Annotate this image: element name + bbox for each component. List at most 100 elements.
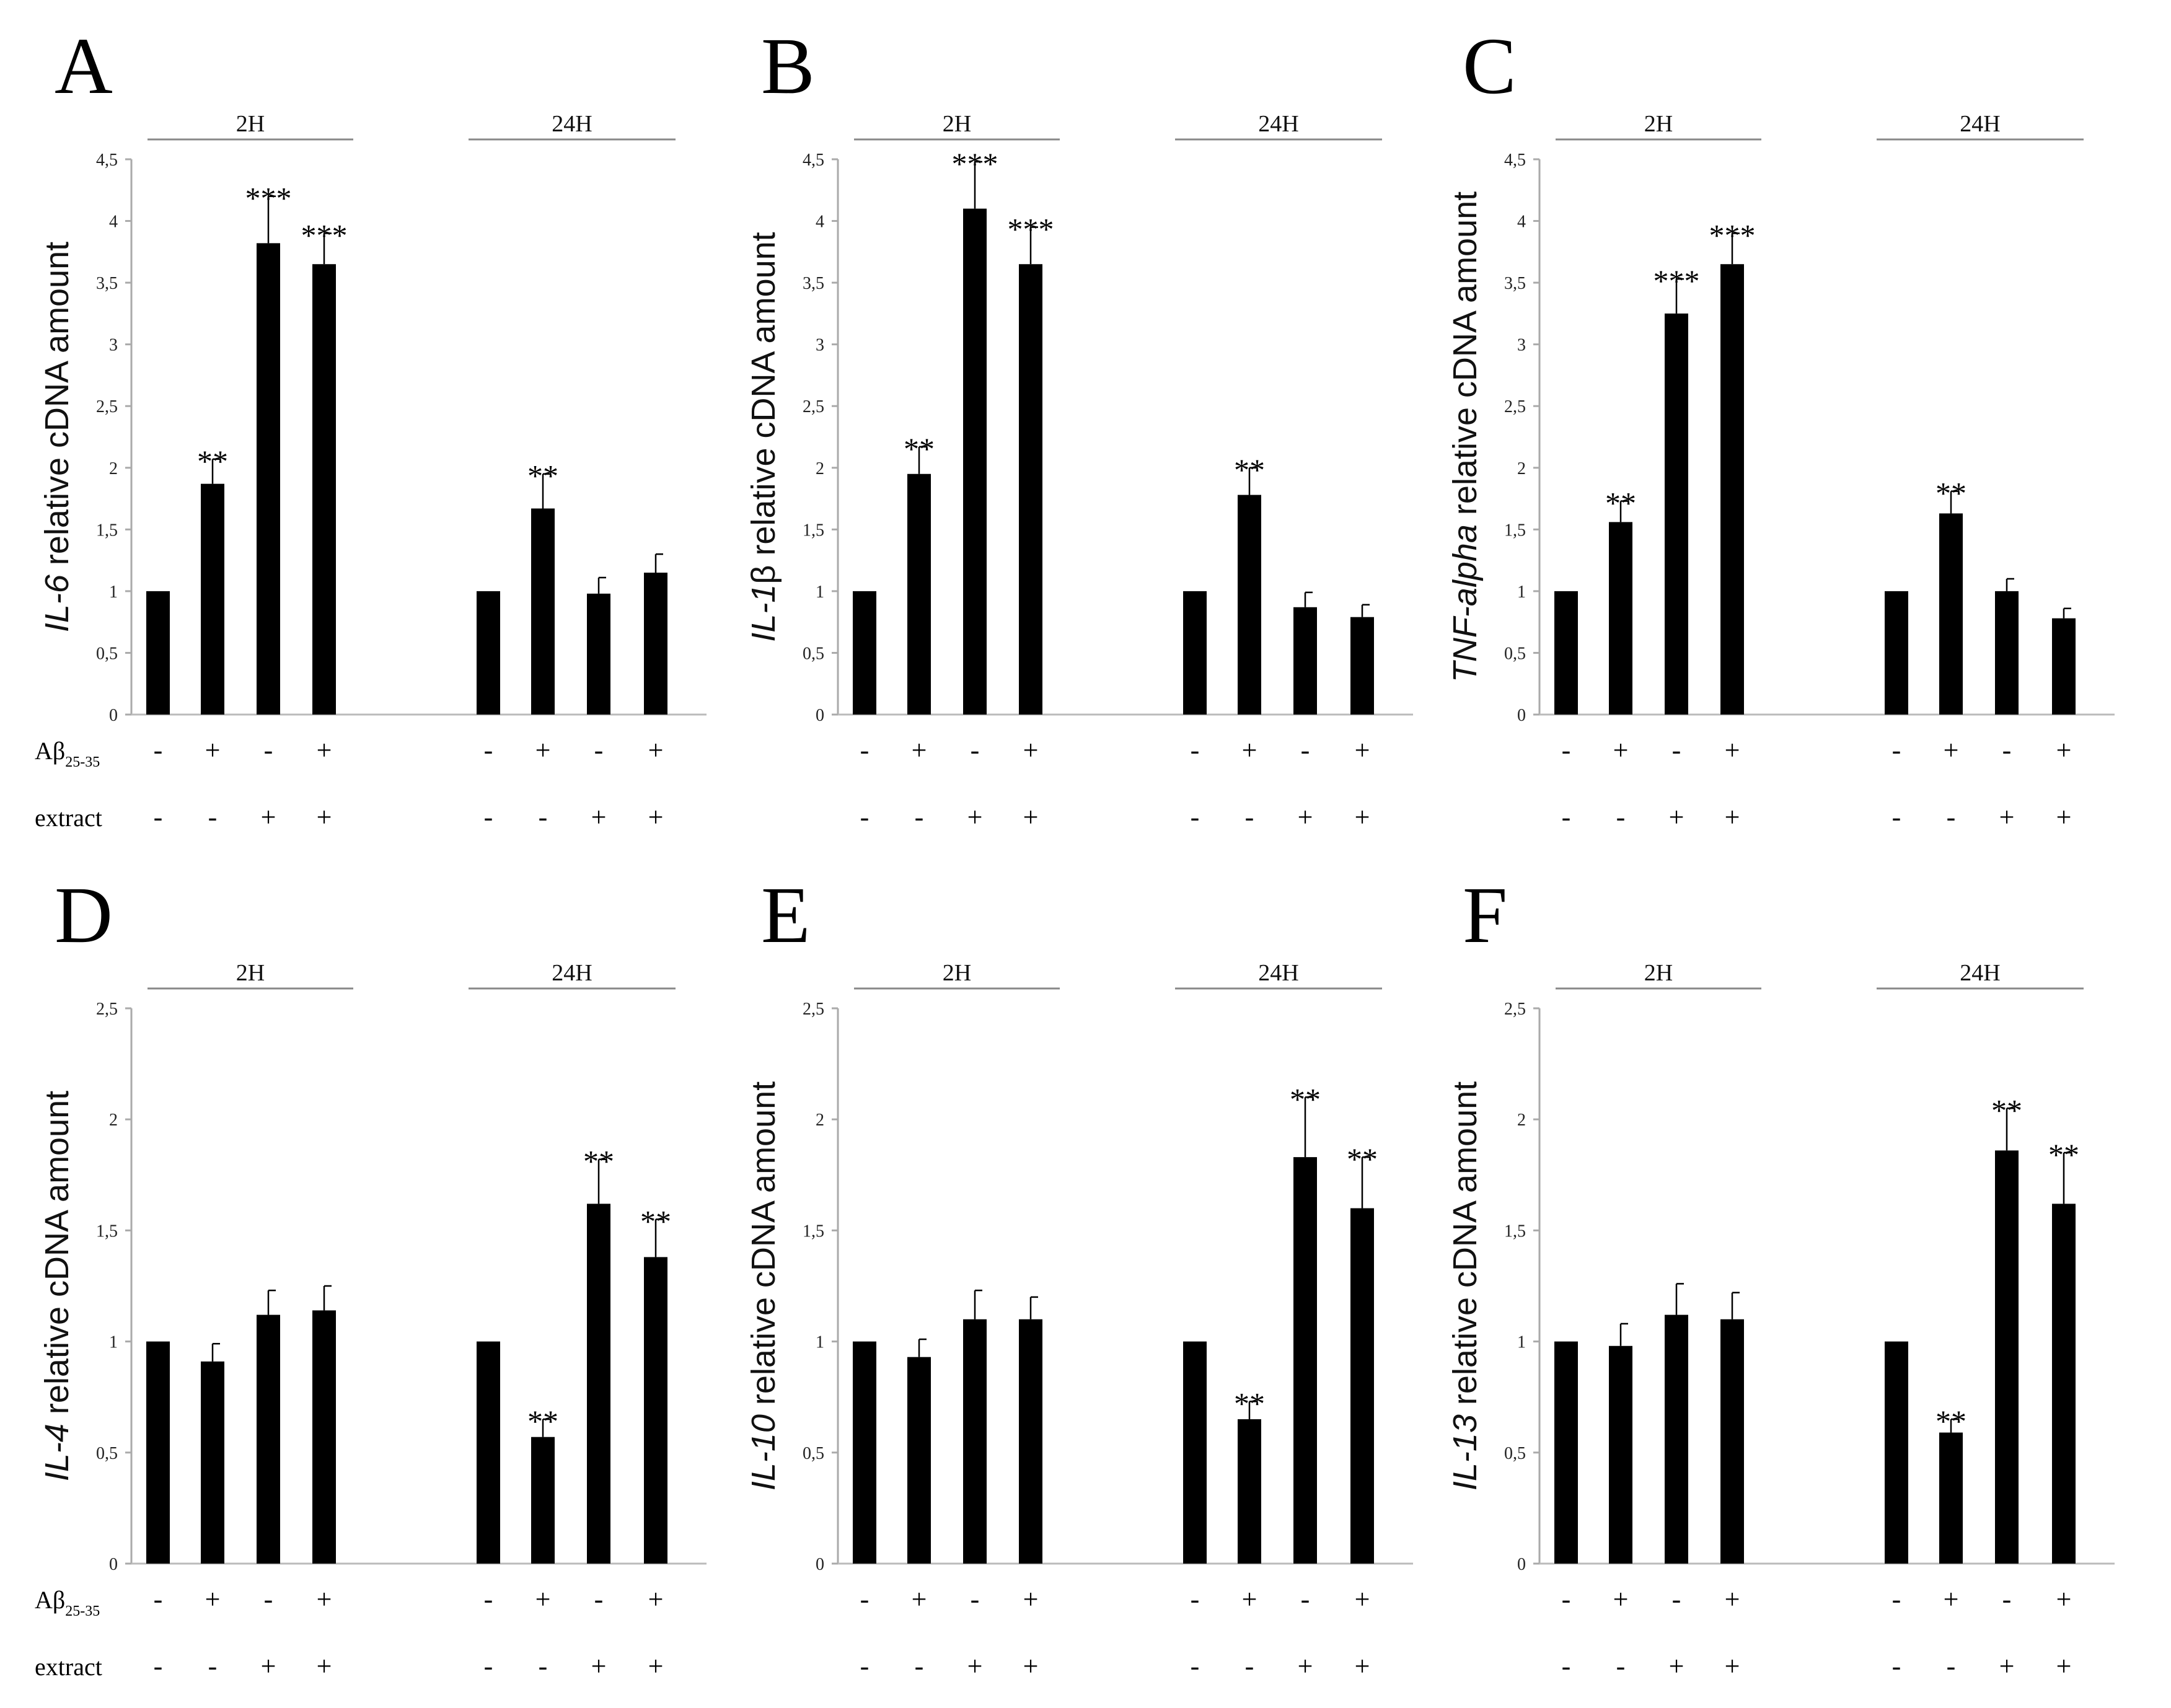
bar [2052,1204,2076,1564]
group-label: 2H [236,111,265,137]
gene-name: IL-6 [38,574,76,632]
bar [853,1341,876,1564]
y-tick-label: 0 [1517,1555,1526,1574]
y-tick-label: 4,5 [803,151,824,170]
bar [1609,522,1632,715]
abeta-sign: + [1242,735,1257,765]
abeta-sign: + [317,735,332,765]
extract-sign: - [915,1651,924,1681]
extract-sign: - [208,802,218,832]
abeta-sign: + [2056,735,2072,765]
gene-name: IL-13 [1447,1414,1484,1490]
extract-sign: + [1298,802,1313,832]
bar [1350,617,1374,715]
y-tick-label: 4 [1517,213,1526,232]
bar [146,591,170,715]
panel-e: E 2H 24H 0 0,5 1 1,5 2 2,5 IL-10 relative cDNA am… [745,871,1413,1681]
y-axis-label: IL-13 relative cDNA amount [1447,1081,1484,1490]
y-tick-label: 0,5 [1504,1444,1526,1463]
y-axis-label: IL-4 relative cDNA amount [38,1091,76,1481]
extract-sign: + [317,802,332,832]
y-tick-label: 3,5 [1504,274,1526,293]
abeta-subscript: 25-35 [65,1603,100,1619]
abeta-sign: - [484,1584,493,1614]
bar [1238,495,1261,715]
bar [201,483,224,715]
y-tick-label: 0 [1517,706,1526,725]
group-label: 24H [1258,111,1298,137]
bar [1019,1319,1042,1564]
bar [907,1357,931,1564]
abeta-sign: + [1944,1584,1959,1614]
gene-name: IL-1 [745,584,782,642]
y-tick-label: 2 [816,1111,824,1130]
abeta-sign: + [1613,1584,1629,1614]
abeta-sign: + [912,735,927,765]
extract-sign: - [1892,802,1901,832]
bar [477,591,500,715]
extract-sign: + [1999,802,2015,832]
abeta-sign: - [971,1584,980,1614]
panel-a: A 2H 24H 0 0,5 1 1,5 2 2,5 3 3,5 4 4,5 IL-6 relative … [35,22,707,832]
extract-sign: - [484,802,493,832]
extract-sign: - [208,1651,218,1681]
extract-sign: + [1669,1651,1684,1681]
y-tick-label: 1 [1517,1333,1526,1352]
panel-letter: D [55,871,113,960]
abeta-main: Aβ [35,737,65,765]
group-label: 2H [1644,960,1673,986]
abeta-sign: + [2056,1584,2072,1614]
abeta-sign: + [535,1584,551,1614]
extract-sign: - [1892,1651,1901,1681]
significance-marker: ** [904,431,935,466]
y-tick-label: 0,5 [803,644,824,663]
y-tick-label: 1 [109,583,118,602]
extract-sign: + [1355,1651,1370,1681]
y-axis-label-rest: relative cDNA amount [38,242,76,574]
extract-sign: - [1562,1651,1571,1681]
extract-sign: - [1191,1651,1200,1681]
abeta-sign: - [484,735,493,765]
y-axis-label-rest: relative cDNA amount [1447,191,1484,524]
y-tick-label: 4 [816,213,824,232]
bar [1293,1157,1317,1564]
y-axis-label: IL-6 relative cDNA amount [38,242,76,632]
abeta-sign: + [648,1584,664,1614]
abeta-sign: + [1944,735,1959,765]
abeta-sign: - [860,735,870,765]
significance-marker: *** [245,181,292,216]
abeta-sign: + [912,1584,927,1614]
bar [963,1319,987,1564]
bar [1720,1319,1744,1564]
y-tick-label: 1 [109,1333,118,1352]
significance-marker: ** [1991,1093,2022,1127]
y-tick-label: 0,5 [1504,644,1526,663]
group-label: 24H [1960,960,2000,986]
abeta-sign: - [264,735,273,765]
extract-row-label: extract [35,1653,102,1681]
abeta-sign: + [1613,735,1629,765]
abeta-sign: + [1023,735,1039,765]
significance-marker: ** [1234,1386,1265,1420]
y-tick-label: 1 [1517,583,1526,602]
abeta-sign: + [1355,735,1370,765]
y-tick-label: 4,5 [1504,151,1526,170]
abeta-sign: + [1725,735,1740,765]
abeta-sign: + [205,1584,221,1614]
bar [853,591,876,715]
bar [312,264,336,715]
abeta-sign: + [205,735,221,765]
abeta-sign: + [1725,1584,1740,1614]
y-tick-label: 0,5 [803,1444,824,1463]
extract-sign: + [648,1651,664,1681]
extract-sign: + [317,1651,332,1681]
y-axis-label: TNF-alpha relative cDNA amount [1447,191,1484,682]
bar [1665,313,1688,715]
bar [1293,607,1317,715]
bar [1350,1208,1374,1564]
abeta-sign: - [264,1584,273,1614]
y-tick-label: 1,5 [803,1222,824,1241]
abeta-row-label: Aβ25-35 [35,1586,100,1619]
abeta-sign: - [1562,1584,1571,1614]
y-tick-label: 2 [1517,1111,1526,1130]
